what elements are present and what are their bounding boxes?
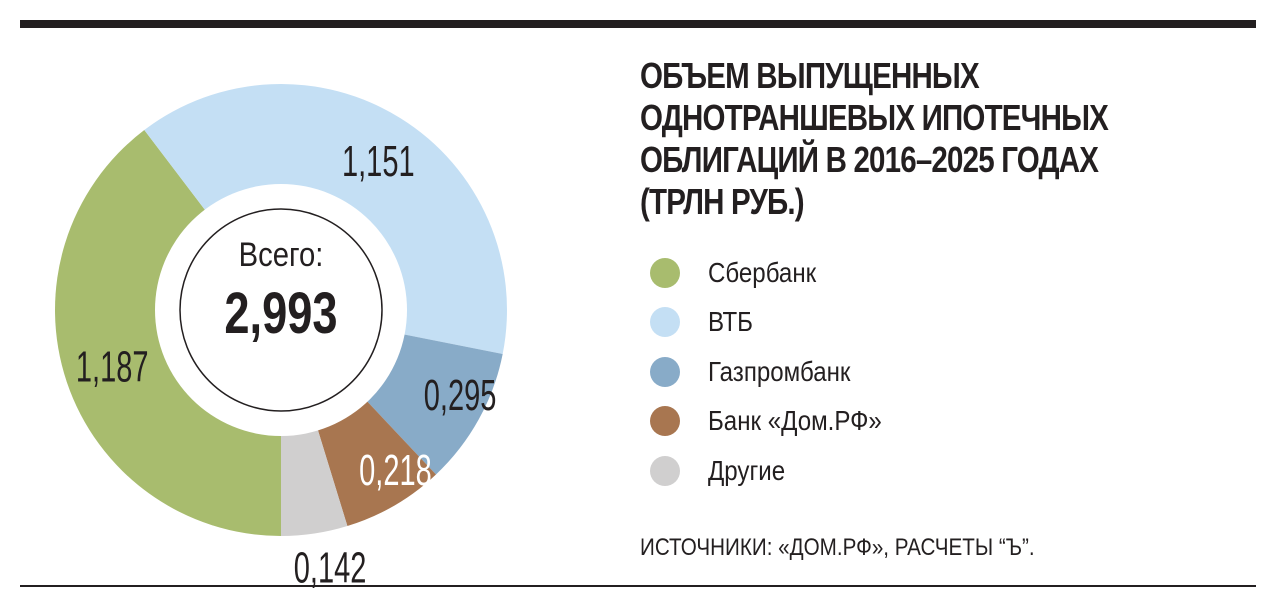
legend-item-gazprombank: Газпромбанк	[650, 347, 910, 397]
top-rule	[20, 20, 1256, 28]
legend-item-vtb: ВТБ	[650, 298, 910, 348]
title-line: ОБЪЕМ ВЫПУЩЕННЫХ	[640, 55, 980, 96]
center-caption: Всего:	[239, 235, 324, 274]
center-total: 2,993	[224, 282, 337, 347]
legend-label: Другие	[708, 454, 786, 486]
legend-label: Сбербанк	[708, 256, 817, 288]
title-line: (ТРЛН РУБ.)	[640, 181, 805, 222]
slice-value-label: 1,187	[76, 341, 149, 391]
legend-swatch-gazprombank	[650, 356, 680, 387]
legend-label: Газпромбанк	[708, 355, 851, 387]
slice-value-label: 0,295	[424, 370, 497, 420]
legend-swatch-sberbank	[650, 257, 680, 288]
legend-swatch-other	[650, 455, 680, 486]
slice-value-label: 1,151	[342, 136, 415, 186]
legend: Сбербанк ВТБ Газпромбанк Банк «Дом.РФ» Д…	[650, 248, 910, 496]
slice-labels: 1,187 1,151 0,295 0,218 0,142	[76, 136, 497, 592]
legend-swatch-vtb	[650, 307, 680, 338]
legend-label: ВТБ	[708, 306, 753, 338]
slice-value-label: 0,142	[294, 542, 367, 592]
legend-item-other: Другие	[650, 446, 910, 496]
source-note: ИСТОЧНИКИ: «ДОМ.РФ», РАСЧЕТЫ “Ъ”.	[640, 534, 1035, 561]
chart-title: ОБЪЕМ ВЫПУЩЕННЫХ ОДНОТРАНШЕВЫХ ИПОТЕЧНЫХ…	[640, 55, 1132, 223]
title-line: ОДНОТРАНШЕВЫХ ИПОТЕЧНЫХ	[640, 97, 1109, 138]
legend-item-sberbank: Сбербанк	[650, 248, 910, 298]
legend-label: Банк «Дом.РФ»	[708, 405, 882, 437]
center-ring	[179, 208, 383, 412]
slice-value-label: 0,218	[359, 445, 432, 495]
legend-item-dom-rf: Банк «Дом.РФ»	[650, 397, 910, 447]
title-line: ОБЛИГАЦИЙ В 2016–2025 ГОДАХ	[640, 139, 1099, 180]
donut-hole	[155, 184, 407, 436]
donut-chart: Всего: 2,993 1,187 1,151 0,295 0,218 0,142	[55, 84, 507, 592]
legend-swatch-dom-rf	[650, 406, 680, 437]
bottom-rule	[20, 585, 1256, 587]
